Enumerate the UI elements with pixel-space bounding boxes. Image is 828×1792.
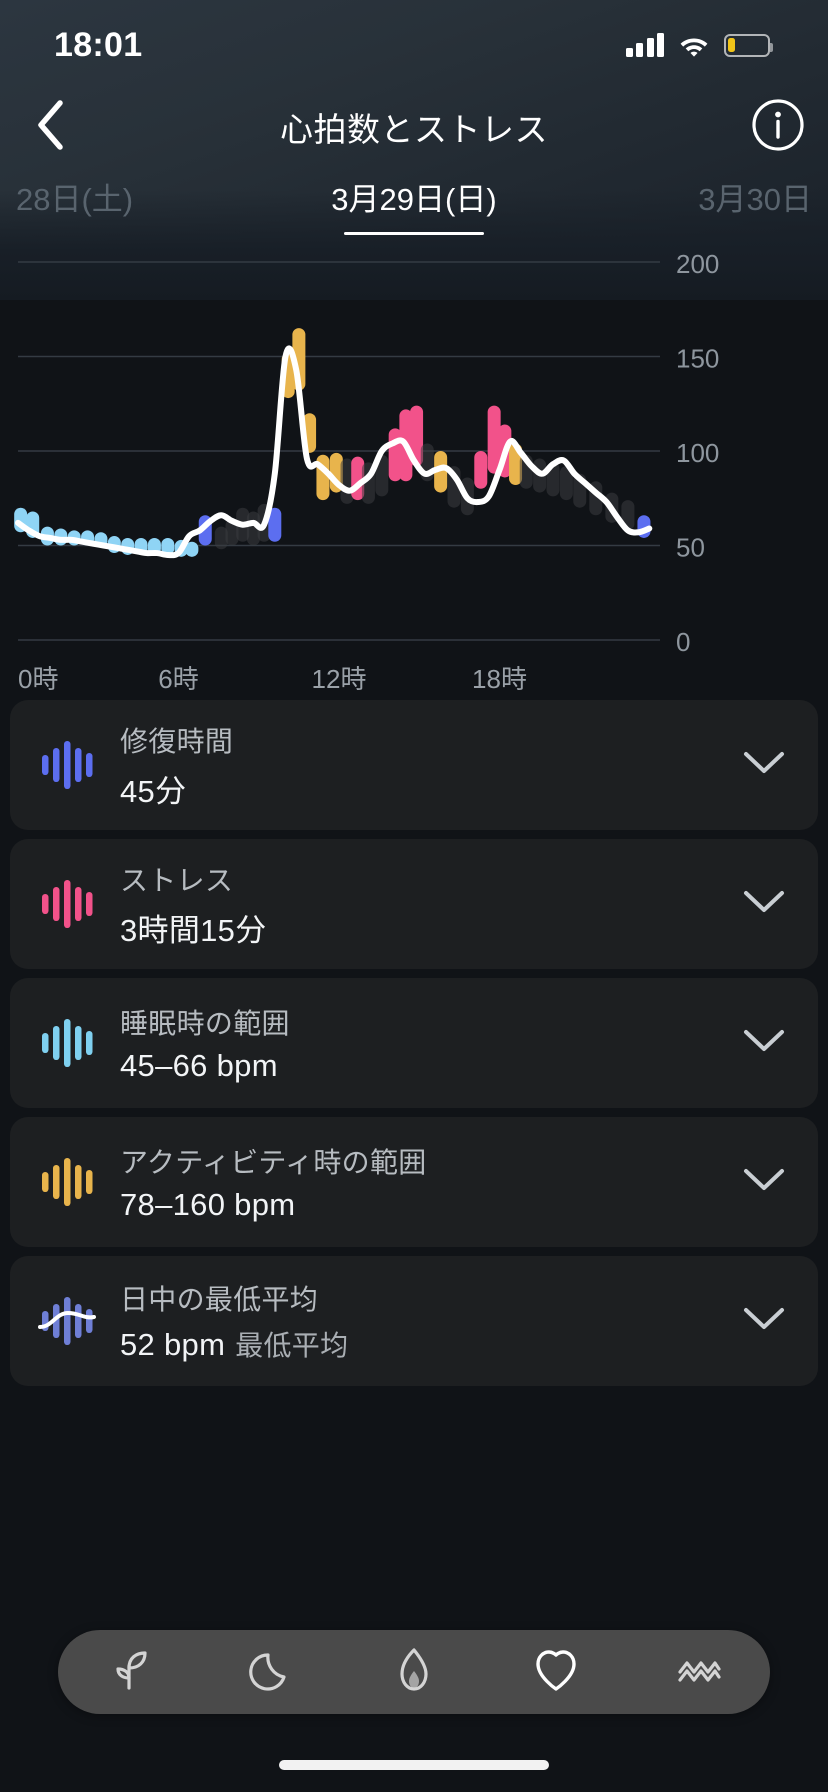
expand-button[interactable] <box>736 876 792 932</box>
metric-card[interactable]: 日中の最低平均 52 bpm 最低平均 <box>10 1256 818 1386</box>
svg-text:50: 50 <box>676 533 705 563</box>
tab-vitals[interactable] <box>628 1630 770 1714</box>
chart-markers <box>14 328 651 557</box>
wifi-icon <box>678 33 710 57</box>
chevron-down-icon <box>742 749 786 782</box>
svg-text:200: 200 <box>676 249 719 279</box>
svg-text:150: 150 <box>676 344 719 374</box>
status-bar-time: 18:01 <box>54 25 143 64</box>
tab-sleep[interactable] <box>200 1630 342 1714</box>
info-button[interactable] <box>728 92 828 162</box>
metric-card-value: 52 bpm 最低平均 <box>120 1324 736 1364</box>
metric-card-value-main: 45–66 bpm <box>120 1048 278 1083</box>
date-previous[interactable]: 28日(土) <box>16 182 134 217</box>
metric-card-list: 修復時間 45分 ストレス 3時間15分 睡眠時の範囲 45–66 bpm アクティビ… <box>0 700 828 1395</box>
date-current[interactable]: 3月29日(日) <box>281 170 546 235</box>
svg-text:100: 100 <box>676 438 719 468</box>
heart-rate-chart[interactable]: 0 50 100 150 200 0時 6時 12時 18時 <box>0 248 828 698</box>
chart-y-axis-labels: 0 50 100 150 200 <box>676 249 719 657</box>
chevron-down-icon <box>742 1027 786 1060</box>
expand-button[interactable] <box>736 737 792 793</box>
status-bar: 18:01 <box>0 0 828 90</box>
heart-icon <box>530 1644 582 1701</box>
header-gradient-fade <box>0 190 828 300</box>
metric-card[interactable]: 睡眠時の範囲 45–66 bpm <box>10 978 818 1108</box>
home-indicator <box>279 1760 549 1770</box>
sprout-icon <box>103 1644 155 1701</box>
metric-card-value: 45–66 bpm <box>120 1048 736 1084</box>
flame-icon <box>388 1644 440 1701</box>
metric-card-value: 3時間15分 <box>120 905 736 950</box>
metric-card-text: 日中の最低平均 52 bpm 最低平均 <box>120 1278 736 1364</box>
svg-text:18時: 18時 <box>472 664 527 694</box>
svg-text:6時: 6時 <box>158 664 198 694</box>
expand-button[interactable] <box>736 1154 792 1210</box>
chart-gridlines <box>18 261 660 641</box>
battery-low-icon <box>724 33 773 57</box>
date-current-label: 3月29日(日) <box>331 182 497 217</box>
metric-card[interactable]: 修復時間 45分 <box>10 700 818 830</box>
date-selector[interactable]: 28日(土) 3月29日(日) 3月30日 <box>0 170 828 242</box>
metric-card[interactable]: アクティビティ時の範囲 78–160 bpm <box>10 1117 818 1247</box>
waveform-icon <box>36 1151 98 1213</box>
cellular-signal-icon <box>625 33 664 57</box>
expand-button[interactable] <box>736 1293 792 1349</box>
date-active-underline <box>343 232 484 235</box>
heart-rate-line <box>15 345 653 559</box>
date-next[interactable]: 3月30日 <box>698 182 812 217</box>
metric-card-value: 78–160 bpm <box>120 1187 736 1223</box>
svg-text:12時: 12時 <box>312 664 367 694</box>
metric-card-text: 睡眠時の範囲 45–66 bpm <box>120 1002 736 1084</box>
metric-card-value: 45分 <box>120 766 736 811</box>
metric-card-title: アクティビティ時の範囲 <box>120 1147 427 1178</box>
chevron-left-icon <box>33 99 67 156</box>
metric-card-text: アクティビティ時の範囲 78–160 bpm <box>120 1141 736 1223</box>
waveform-icon <box>36 734 98 796</box>
svg-text:0時: 0時 <box>18 664 58 694</box>
metric-card-text: 修復時間 45分 <box>120 720 736 811</box>
expand-button[interactable] <box>736 1015 792 1071</box>
metric-card-value-main: 3時間15分 <box>120 912 267 948</box>
chart-x-axis-labels: 0時 6時 12時 18時 <box>18 664 527 694</box>
tab-heart[interactable] <box>485 1630 627 1714</box>
heart-rate-chart-svg: 0 50 100 150 200 0時 6時 12時 18時 <box>14 249 719 694</box>
page-title: 心拍数とストレス <box>280 111 548 148</box>
status-bar-indicators <box>625 33 773 57</box>
back-button[interactable] <box>0 92 100 162</box>
bottom-tab-bar[interactable] <box>58 1630 770 1714</box>
chevron-down-icon <box>742 1166 786 1199</box>
chevron-down-icon <box>742 888 786 921</box>
chevron-down-icon <box>742 1305 786 1338</box>
metric-card-title: 睡眠時の範囲 <box>120 1008 290 1039</box>
tab-readiness[interactable] <box>58 1630 200 1714</box>
waveform-icon <box>36 873 98 935</box>
metric-card-text: ストレス 3時間15分 <box>120 859 736 950</box>
waveform-average-icon <box>36 1290 98 1352</box>
waveform-icon <box>36 1012 98 1074</box>
metric-card-title: 日中の最低平均 <box>120 1284 319 1315</box>
metric-card-value-sub: 最低平均 <box>235 1330 349 1361</box>
metric-card-title: 修復時間 <box>120 725 234 757</box>
svg-text:0: 0 <box>676 627 690 657</box>
navigation-bar: 心拍数とストレス <box>0 92 828 162</box>
waves-icon <box>673 1644 725 1701</box>
metric-card[interactable]: ストレス 3時間15分 <box>10 839 818 969</box>
moon-icon <box>246 1644 298 1701</box>
metric-card-value-main: 52 bpm <box>120 1327 226 1362</box>
info-circle-icon <box>750 97 806 158</box>
metric-card-value-main: 78–160 bpm <box>120 1187 296 1222</box>
metric-card-title: ストレス <box>120 864 234 896</box>
metric-card-value-main: 45分 <box>120 773 187 809</box>
tab-activity[interactable] <box>343 1630 485 1714</box>
